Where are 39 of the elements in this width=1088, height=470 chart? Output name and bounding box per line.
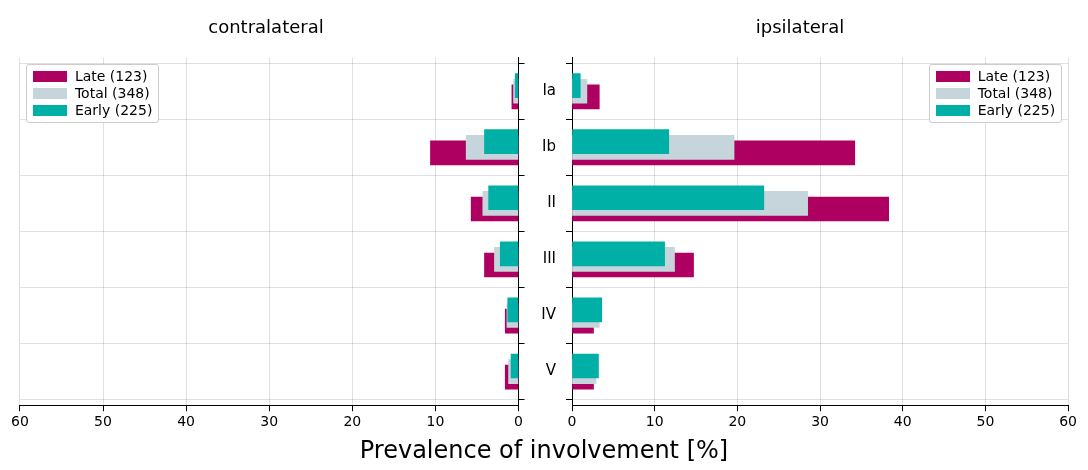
bar (499, 241, 519, 267)
chart-title: ipsilateral (755, 16, 845, 38)
x-tick-label: 30 (811, 413, 829, 430)
x-tick-label: 10 (426, 413, 445, 430)
y-tick-label: IV (541, 305, 557, 324)
x-tick-label: 60 (10, 413, 29, 430)
x-tick-label: 40 (177, 413, 196, 430)
x-tick-label: 30 (260, 413, 279, 430)
legend-label: Early (225) (977, 101, 1056, 119)
bar (484, 129, 519, 155)
legend-label: Late (123) (977, 67, 1051, 85)
legend-label: Late (123) (74, 67, 148, 85)
legend-label: Total (348) (74, 84, 150, 102)
legend-label: Total (348) (977, 84, 1053, 102)
x-axis-title: Prevalence of involvement [%] (358, 436, 730, 464)
x-tick-label: 50 (94, 413, 112, 430)
y-tick-label: II (547, 193, 556, 212)
x-tick-label: 20 (343, 413, 362, 430)
x-tick-label: 50 (976, 413, 995, 430)
x-tick-label: 40 (893, 413, 912, 430)
bar (572, 241, 665, 267)
bar (572, 129, 670, 155)
x-tick-label: 20 (728, 413, 747, 430)
bar (572, 297, 603, 323)
y-tick-label: V (545, 361, 557, 380)
legend-label: Early (225) (74, 101, 153, 119)
bar (572, 73, 581, 98)
x-tick-label: 10 (645, 413, 664, 430)
bar (507, 297, 519, 323)
x-tick-label: 0 (567, 413, 577, 430)
y-tick-label: Ia (542, 81, 556, 100)
x-tick-label: 60 (1059, 413, 1078, 430)
y-tick-label: III (542, 249, 556, 268)
chart-title: contralateral (208, 16, 324, 38)
bar (572, 353, 599, 379)
bar (488, 185, 519, 211)
x-tick-label: 0 (514, 413, 524, 430)
bar (572, 185, 765, 211)
y-tick-label: Ib (542, 137, 556, 156)
